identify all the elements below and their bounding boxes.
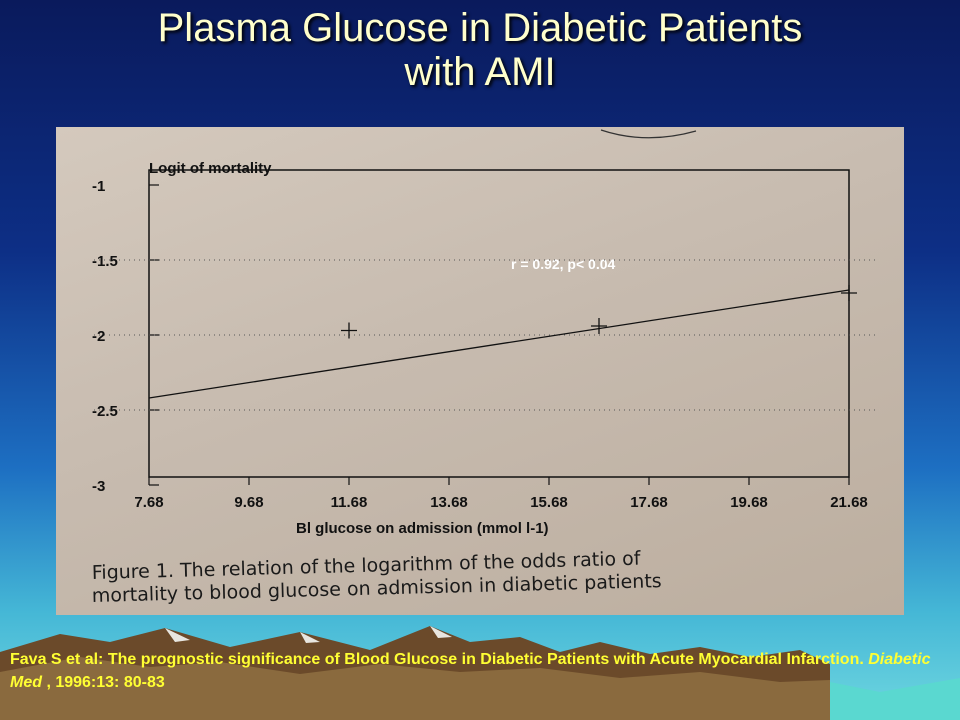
- x-tick-label-2: 11.68: [331, 494, 368, 511]
- data-point-0: [341, 322, 357, 339]
- citation-journal: Diabetic Med: [10, 651, 931, 691]
- y-tick-label-0: -1: [92, 178, 105, 195]
- regression-line: [148, 289, 850, 399]
- y-tick-label-1: -1.5: [92, 253, 118, 270]
- citation-volume: , 1996:13: 80-83: [42, 674, 165, 691]
- y-axis-label: Logit of mortality: [149, 160, 272, 177]
- x-tick-label-7: 21.68: [830, 494, 868, 511]
- x-tick-label-3: 13.68: [430, 494, 468, 511]
- data-point-2: [841, 285, 857, 301]
- title-line-1: Plasma Glucose in Diabetic Patients: [157, 6, 803, 50]
- mountain-backdrop: [0, 626, 960, 720]
- chart-photo: Logit of mortality Bl glucose on admissi…: [56, 127, 904, 615]
- x-tick-label-5: 17.68: [630, 494, 668, 511]
- citation: Fava S et al: The prognostic significanc…: [10, 648, 950, 694]
- x-tick-label-1: 9.68: [234, 494, 263, 511]
- correlation-annotation: r = 0.92, p< 0.04: [511, 256, 616, 272]
- y-tick-label-4: -3: [92, 478, 105, 495]
- y-tick-label-2: -2: [92, 328, 105, 345]
- data-point-1: [591, 318, 607, 334]
- x-tick-label-4: 15.68: [530, 494, 568, 511]
- x-tick-label-6: 19.68: [730, 494, 768, 511]
- x-axis-label: Bl glucose on admission (mmol l-1): [296, 520, 549, 537]
- plot-frame: [148, 169, 850, 478]
- slide-title: Plasma Glucose in Diabetic Patients with…: [0, 6, 960, 94]
- x-tick-label-0: 7.68: [134, 494, 163, 511]
- y-tick-label-3: -2.5: [92, 403, 118, 420]
- photo-edge-mark: [600, 129, 697, 139]
- title-line-2: with AMI: [404, 50, 556, 94]
- citation-authors-title: Fava S et al: The prognostic significanc…: [10, 651, 869, 668]
- chart: Logit of mortality Bl glucose on admissi…: [92, 129, 879, 607]
